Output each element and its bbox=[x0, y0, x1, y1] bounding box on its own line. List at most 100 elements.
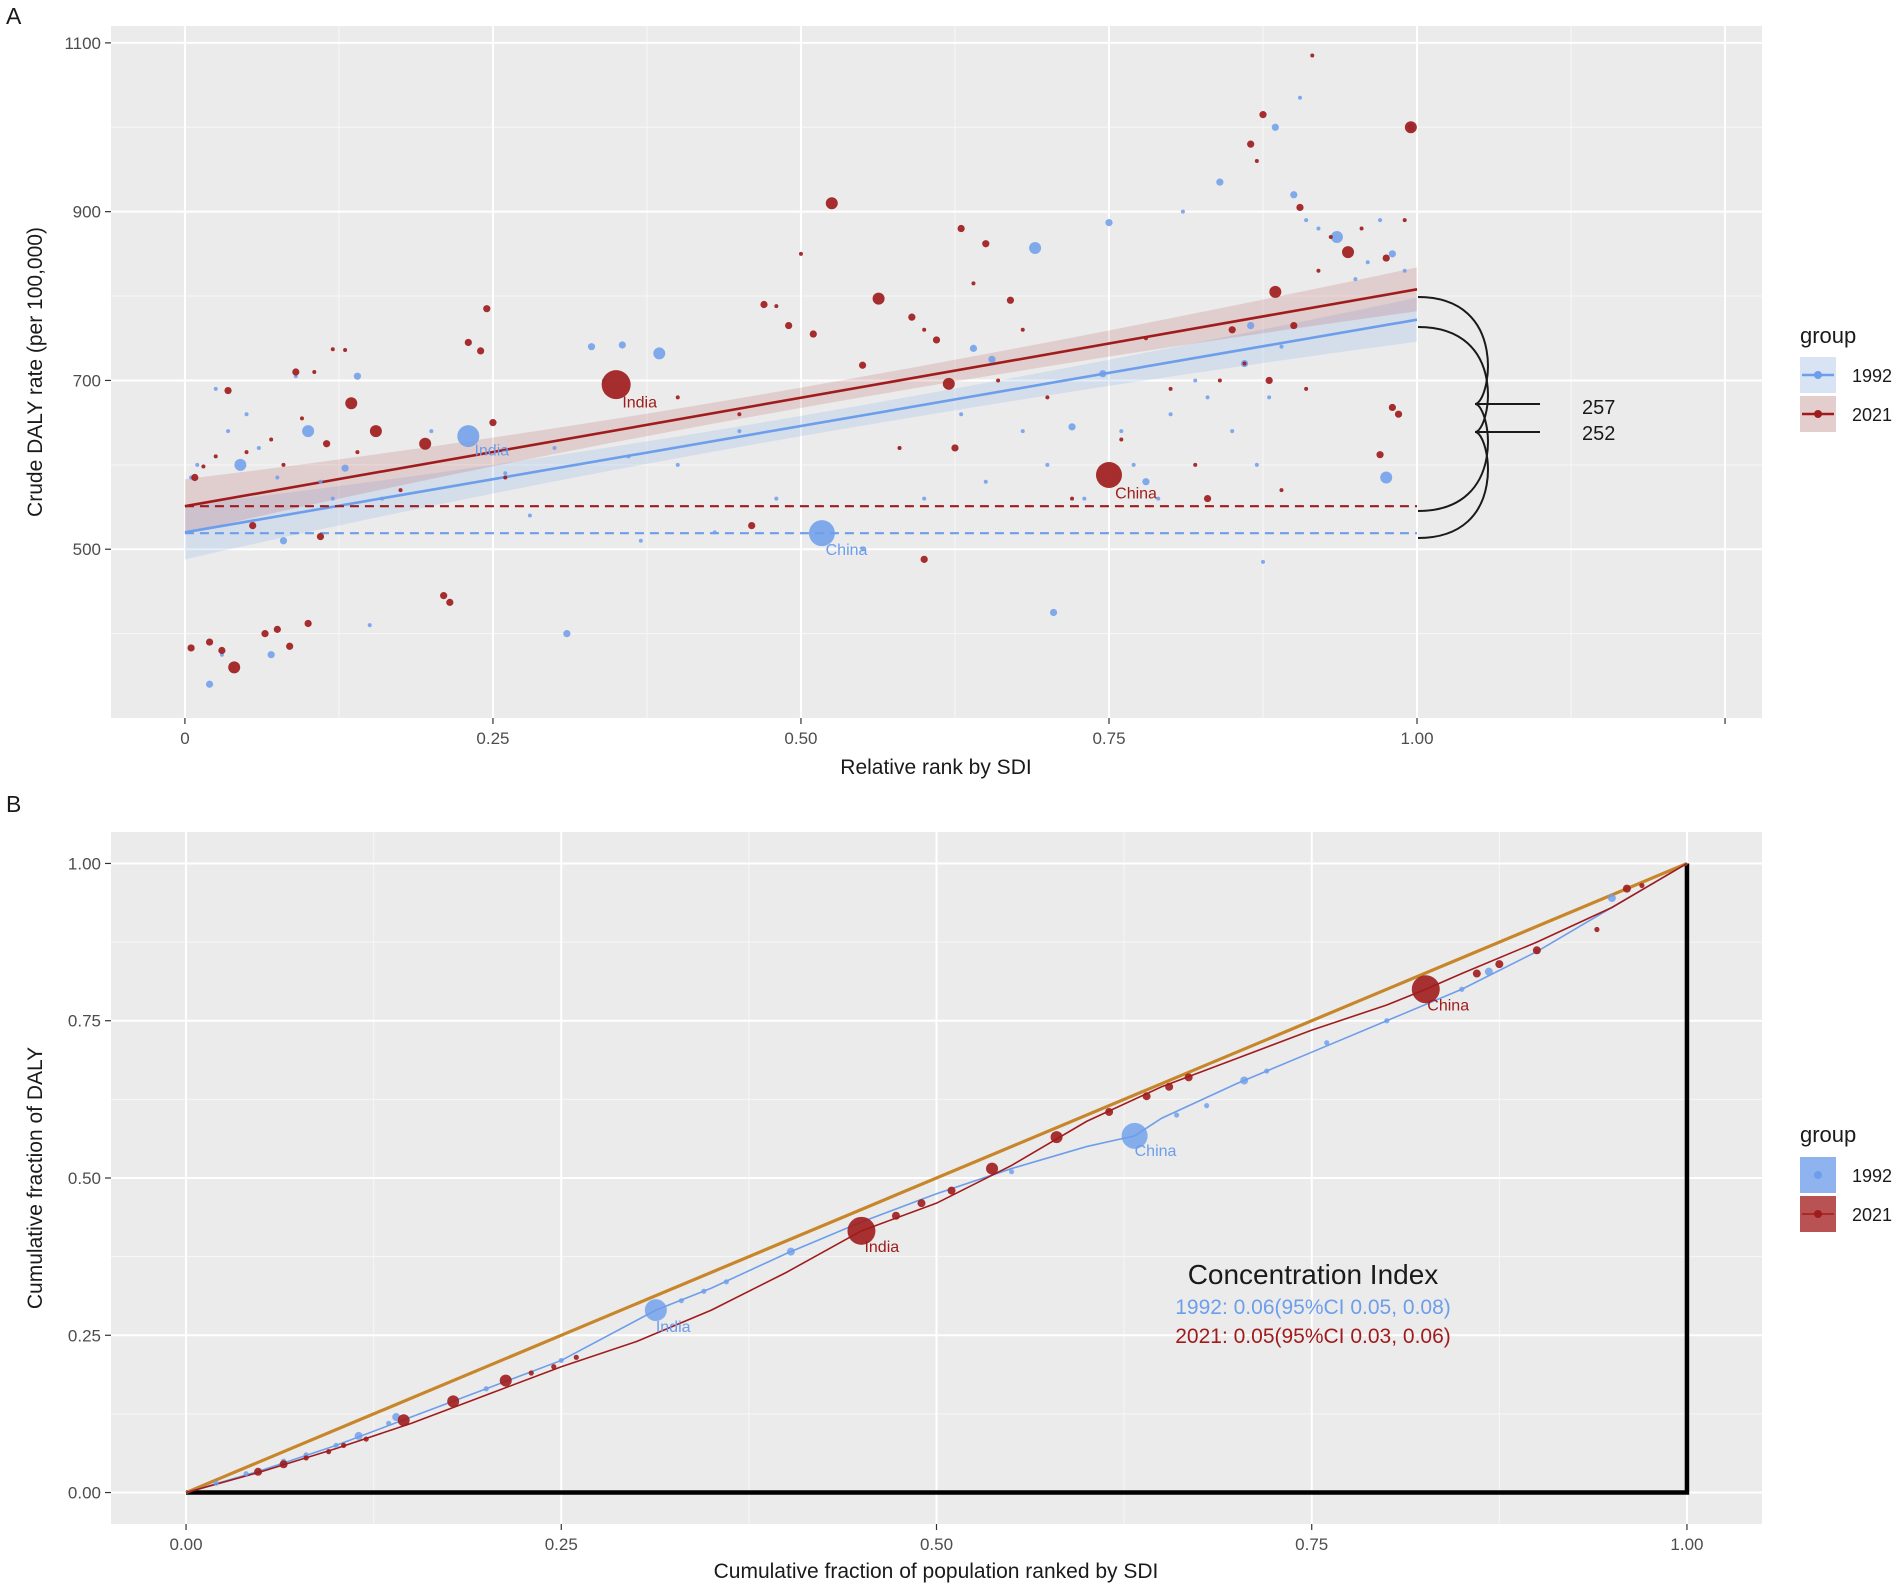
point-2021 bbox=[369, 425, 382, 438]
point-1992 bbox=[922, 496, 927, 501]
point-1992 bbox=[243, 1471, 249, 1477]
country-label-india-2021: India bbox=[622, 395, 657, 412]
point-2021 bbox=[330, 347, 335, 352]
point-2021 bbox=[996, 378, 1001, 383]
point-2021 bbox=[1070, 496, 1075, 501]
panel-b-concentration-curve: India China India China 0.00 0.25 0.50 0.75 1.0… bbox=[24, 832, 1892, 1583]
point-2021 bbox=[825, 197, 838, 210]
point-1992 bbox=[318, 479, 323, 484]
point-1992 bbox=[1459, 986, 1465, 992]
point-2021 bbox=[932, 336, 941, 344]
point-1992 bbox=[1204, 1103, 1210, 1109]
point-1992 bbox=[1607, 894, 1616, 903]
point-1992 bbox=[1105, 219, 1113, 227]
point-2021 bbox=[1247, 140, 1255, 148]
point-2021 bbox=[1472, 969, 1481, 978]
point-2021 bbox=[286, 642, 294, 650]
point-2021 bbox=[1168, 386, 1173, 391]
point-2021 bbox=[483, 305, 491, 313]
point-1992 bbox=[1216, 178, 1224, 186]
point-2021 bbox=[343, 348, 348, 353]
point-1992 bbox=[457, 425, 480, 448]
point-1992 bbox=[678, 1298, 684, 1304]
panel-b-country-labels: India China India China bbox=[656, 998, 1469, 1336]
point-1992 bbox=[1290, 191, 1298, 199]
point-2021 bbox=[1594, 926, 1600, 933]
point-2021 bbox=[254, 1467, 263, 1476]
panel-a-points bbox=[187, 53, 1417, 688]
point-2021 bbox=[1296, 203, 1304, 212]
point-2021 bbox=[326, 1449, 332, 1455]
point-1992 bbox=[386, 1420, 392, 1426]
point-1992 bbox=[653, 347, 666, 360]
y-tick-label: 500 bbox=[73, 540, 101, 559]
x-tick-label: 0.25 bbox=[545, 1535, 578, 1554]
x-tick-label: 0.75 bbox=[1092, 729, 1125, 748]
point-2021 bbox=[760, 300, 768, 309]
point-2021 bbox=[986, 1162, 999, 1175]
panel-a-confidence-bands bbox=[184, 267, 1418, 560]
point-2021 bbox=[947, 1186, 956, 1195]
point-2021 bbox=[477, 347, 485, 355]
concentration-curve-2021 bbox=[185, 862, 1688, 1494]
point-2021 bbox=[982, 240, 990, 248]
point-2021 bbox=[1119, 437, 1124, 442]
point-1992 bbox=[1020, 429, 1025, 434]
panel-tag-a: A bbox=[6, 3, 22, 29]
panel-a-gridlines bbox=[111, 26, 1762, 718]
point-2021 bbox=[341, 1442, 347, 1448]
point-1992 bbox=[213, 386, 218, 391]
point-2021 bbox=[1622, 884, 1631, 893]
point-2021 bbox=[1228, 326, 1236, 334]
panel-b-legend: group 1992 2021 bbox=[1800, 1122, 1892, 1232]
point-2021 bbox=[1532, 946, 1541, 955]
point-2021 bbox=[951, 444, 959, 452]
point-1992 bbox=[988, 355, 996, 363]
point-2021 bbox=[447, 1395, 460, 1408]
point-2021 bbox=[942, 377, 955, 390]
point-2021 bbox=[499, 1374, 512, 1387]
reference-triangle bbox=[186, 863, 1690, 1495]
point-2021 bbox=[1342, 246, 1355, 259]
point-1992 bbox=[1119, 429, 1124, 434]
point-1992 bbox=[1380, 471, 1393, 484]
point-2021 bbox=[323, 440, 331, 448]
point-1992 bbox=[723, 1279, 729, 1285]
point-2021 bbox=[774, 304, 779, 309]
country-label-india-2021: India bbox=[864, 1239, 899, 1256]
point-2021 bbox=[503, 475, 508, 480]
legend-b-title: group bbox=[1800, 1122, 1856, 1147]
point-1992 bbox=[1174, 1112, 1180, 1118]
country-label-china-2021: China bbox=[1115, 486, 1157, 503]
legend-a-label-2021: 2021 bbox=[1852, 405, 1892, 425]
point-2021 bbox=[363, 1436, 369, 1442]
point-1992 bbox=[774, 496, 779, 501]
panel-b-x-axis-label: Cumulative fraction of population ranked… bbox=[714, 1560, 1159, 1583]
point-2021 bbox=[303, 1455, 309, 1461]
country-label-india-1992: India bbox=[656, 1319, 691, 1336]
point-2021 bbox=[798, 251, 803, 256]
point-1992 bbox=[969, 344, 978, 352]
point-2021 bbox=[440, 592, 448, 600]
x-tick-label: 0 bbox=[180, 729, 189, 748]
x-tick-label: 1.00 bbox=[1400, 729, 1433, 748]
point-2021 bbox=[273, 625, 281, 633]
point-2021 bbox=[957, 224, 965, 233]
point-1992 bbox=[1029, 241, 1042, 254]
point-1992 bbox=[234, 458, 247, 471]
point-2021 bbox=[1279, 488, 1284, 493]
point-1992 bbox=[1156, 496, 1161, 501]
legend-b-label-1992: 1992 bbox=[1852, 1166, 1892, 1186]
point-2021 bbox=[1328, 234, 1333, 239]
point-1992 bbox=[644, 1299, 667, 1322]
x-tick-label: 0.00 bbox=[169, 1535, 202, 1554]
point-2021 bbox=[1411, 975, 1440, 1004]
point-2021 bbox=[218, 646, 226, 655]
point-1992 bbox=[1254, 462, 1259, 467]
point-2021 bbox=[1217, 378, 1222, 383]
point-2021 bbox=[205, 638, 214, 646]
point-1992 bbox=[701, 1288, 707, 1294]
point-1992 bbox=[195, 462, 200, 467]
point-1992 bbox=[737, 429, 742, 434]
